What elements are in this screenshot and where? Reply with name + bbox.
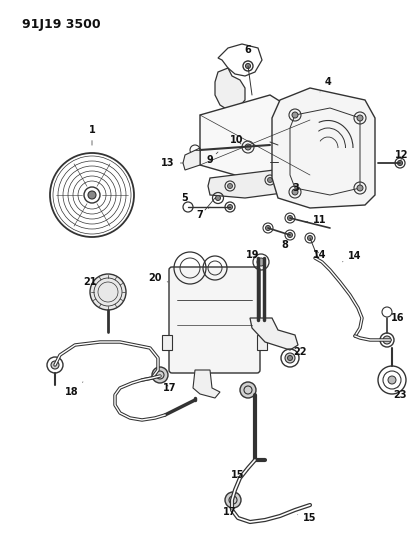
Text: 4: 4 (319, 77, 330, 92)
Polygon shape (214, 68, 245, 110)
Text: 10: 10 (230, 135, 243, 145)
Text: 12: 12 (394, 150, 408, 160)
Circle shape (287, 356, 292, 360)
Text: 91J19 3500: 91J19 3500 (22, 18, 100, 31)
Text: 7: 7 (196, 207, 209, 220)
Text: 5: 5 (181, 193, 188, 203)
Polygon shape (249, 318, 297, 350)
Text: 23: 23 (392, 387, 406, 400)
Circle shape (227, 205, 232, 209)
Text: 22: 22 (292, 347, 306, 357)
Circle shape (356, 115, 362, 121)
Text: 11: 11 (304, 215, 326, 225)
Circle shape (245, 63, 250, 69)
Polygon shape (193, 370, 220, 398)
Circle shape (382, 336, 390, 344)
Text: 6: 6 (244, 45, 251, 61)
Circle shape (88, 191, 96, 199)
Circle shape (387, 376, 395, 384)
Text: 15: 15 (231, 470, 247, 480)
Text: 18: 18 (65, 382, 83, 397)
Text: 1: 1 (88, 125, 95, 145)
Circle shape (287, 232, 292, 238)
Circle shape (152, 367, 168, 383)
Circle shape (245, 144, 250, 150)
Circle shape (215, 196, 220, 200)
Text: 14: 14 (342, 251, 361, 262)
Polygon shape (256, 335, 266, 350)
Text: 20: 20 (148, 273, 168, 283)
Circle shape (356, 185, 362, 191)
Circle shape (291, 112, 297, 118)
Circle shape (90, 274, 126, 310)
Circle shape (256, 258, 264, 266)
Circle shape (265, 225, 270, 230)
Circle shape (397, 160, 402, 166)
Text: 3: 3 (292, 183, 299, 193)
Circle shape (225, 492, 240, 508)
Polygon shape (182, 148, 200, 170)
Text: 14: 14 (312, 250, 326, 260)
Polygon shape (207, 168, 294, 198)
Circle shape (291, 189, 297, 195)
Polygon shape (200, 95, 309, 185)
Text: 13: 13 (161, 158, 182, 168)
Text: 17: 17 (223, 507, 236, 517)
Circle shape (51, 361, 59, 369)
Text: 17: 17 (163, 383, 176, 393)
Text: 15: 15 (297, 513, 316, 523)
Circle shape (239, 382, 255, 398)
Circle shape (287, 215, 292, 221)
Text: 9: 9 (206, 152, 218, 165)
Text: 21: 21 (83, 277, 97, 287)
Polygon shape (162, 335, 172, 350)
Circle shape (227, 183, 232, 189)
Circle shape (267, 177, 272, 182)
Circle shape (284, 353, 294, 363)
Text: 19: 19 (246, 250, 259, 260)
Text: 16: 16 (390, 313, 404, 323)
FancyBboxPatch shape (169, 267, 259, 373)
Text: 8: 8 (281, 240, 288, 250)
Circle shape (307, 236, 312, 240)
Polygon shape (271, 88, 374, 208)
